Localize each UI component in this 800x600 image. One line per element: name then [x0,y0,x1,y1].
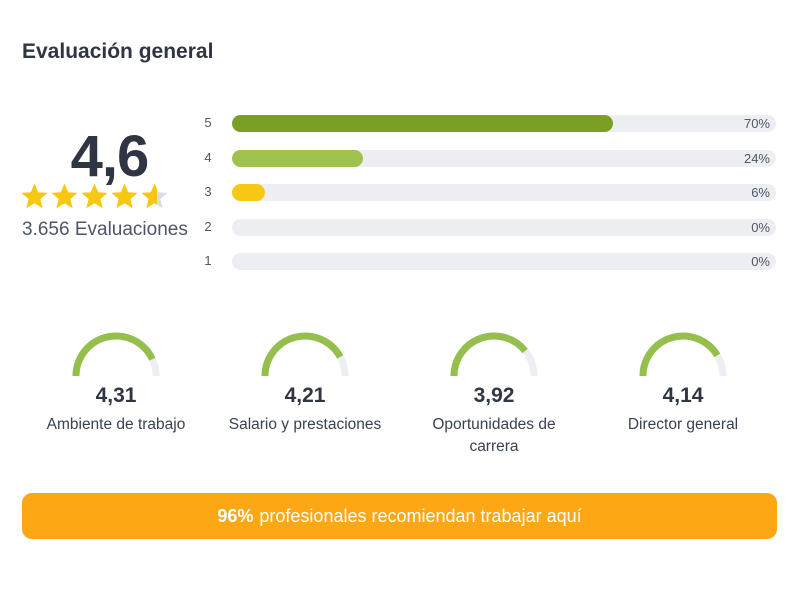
section-title: Evaluación general [22,40,214,63]
category-director-general: 4,14 Director general [593,330,773,436]
star-icon [111,183,138,209]
distribution-bar-fill [232,184,265,201]
distribution-bar-fill [232,115,613,132]
gauge-icon [450,332,538,377]
distribution-bar-track [232,149,776,167]
gauge-fill [450,332,528,377]
rating-distribution: 5 70% 4 24% 3 6% 2 0% [200,114,778,287]
recommendation-percent: 96% [217,505,254,526]
category-score: 4,21 [284,384,326,407]
gauge-fill [72,332,156,377]
category-score: 4,14 [662,384,704,407]
distribution-row-3: 3 6% [200,183,778,202]
distribution-bar-track [232,115,776,132]
category-label: Oportunidades de carrera [432,416,556,455]
star-icon [51,183,78,209]
distribution-star-label: 4 [204,149,212,165]
category-label: Ambiente de trabajo [46,416,186,433]
recommendation-text: profesionales recomiendan trabajar aquí [259,505,582,526]
review-count: 3.656 Evaluaciones [22,219,188,240]
distribution-percent: 0% [751,219,770,235]
overall-score-block: 4,6 3.656 Evaluaciones [20,124,197,241]
distribution-bar-track [232,253,776,270]
distribution-row-5: 5 70% [200,114,778,133]
distribution-row-1: 1 0% [200,252,778,271]
distribution-percent: 6% [751,185,770,200]
distribution-percent: 24% [743,150,770,166]
distribution-bar-track [232,184,776,201]
category-salario-y-prestaciones: 4,21 Salario y prestaciones [215,330,395,436]
star-icon [81,183,108,209]
gauge-fill [261,332,344,377]
distribution-row-4: 4 24% [200,149,778,168]
gauge-track [639,332,727,377]
distribution-percent: 70% [743,116,770,131]
distribution-star-label: 5 [204,115,212,130]
category-label: Director general [627,416,739,433]
star-icon [21,183,48,209]
distribution-row-2: 2 0% [200,218,778,237]
distribution-percent: 0% [751,254,770,269]
distribution-star-label: 2 [204,218,212,234]
distribution-bar-fill [232,149,363,167]
category-label: Salario y prestaciones [228,416,382,433]
gauge-track [72,332,160,377]
category-oportunidades-de-carrera: 3,92 Oportunidades de carrera [404,330,584,458]
gauge-icon [261,332,349,377]
gauge-icon [639,332,727,377]
gauge-track [450,332,538,377]
overall-score: 4,6 [70,124,150,189]
category-score: 4,31 [95,384,137,407]
distribution-star-label: 3 [204,184,212,199]
gauge-track [261,332,349,377]
recommendation-banner: 96% profesionales recomiendan trabajar a… [22,493,777,539]
distribution-star-label: 1 [204,253,212,268]
star-icon [141,183,168,209]
gauge-icon [72,332,160,377]
distribution-bar-track [232,218,776,236]
star-rating [20,182,197,211]
gauge-fill [639,332,721,377]
category-score: 3,92 [473,384,515,407]
category-ambiente-de-trabajo: 4,31 Ambiente de trabajo [26,330,206,436]
